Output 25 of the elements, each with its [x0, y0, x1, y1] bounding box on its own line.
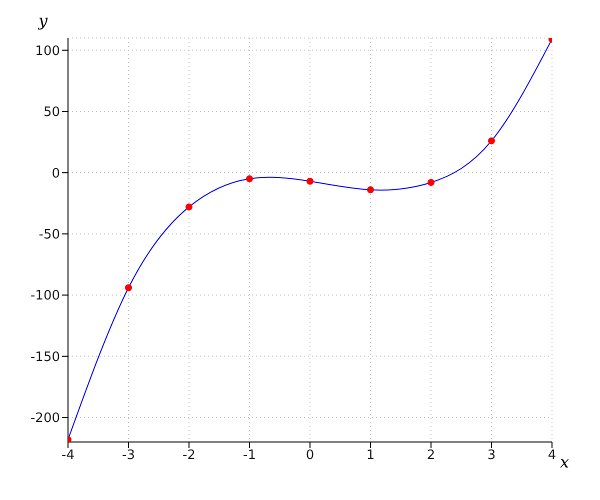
x-tick-label: 1	[366, 448, 375, 464]
point	[428, 178, 434, 186]
point	[488, 137, 495, 144]
y-axis-title: y	[37, 11, 48, 30]
y-tick-label: 100	[35, 44, 60, 59]
y-tick-label: -200	[30, 411, 60, 426]
point	[306, 178, 314, 185]
x-tick-label: 2	[426, 448, 436, 464]
x-tick-label: -4	[62, 448, 74, 464]
y-tick-label: -100	[30, 288, 60, 304]
point	[367, 186, 374, 194]
x-tick-label: 3	[487, 448, 496, 464]
y-tick-label: 50	[43, 105, 60, 120]
point	[186, 203, 192, 210]
x-tick-label: -3	[122, 448, 135, 464]
x-axis-title: x	[560, 452, 570, 472]
x-tick-label: -2	[182, 448, 196, 464]
y-tick-label: -150	[30, 350, 60, 365]
y-tick-label: -50	[38, 227, 60, 242]
y-tick-label: 0	[52, 166, 60, 182]
x-tick-label: 4	[548, 448, 556, 464]
x-tick-label: -1	[243, 448, 256, 464]
x-tick-label: 0	[306, 448, 314, 464]
point	[246, 175, 253, 182]
point	[125, 284, 132, 292]
